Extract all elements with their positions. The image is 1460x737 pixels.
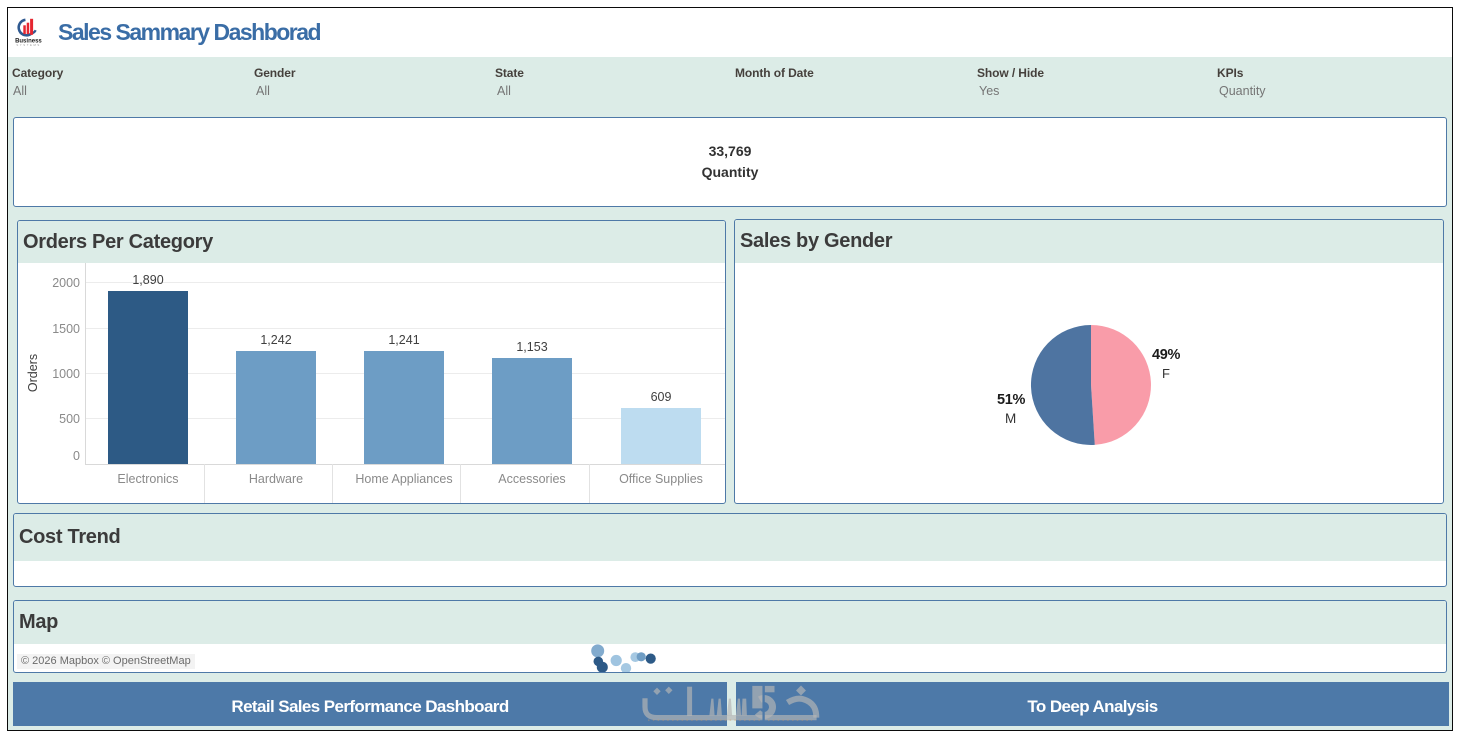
svg-text:Business: Business [15,39,42,45]
svg-text:SYSTEMS: SYSTEMS [16,43,41,47]
